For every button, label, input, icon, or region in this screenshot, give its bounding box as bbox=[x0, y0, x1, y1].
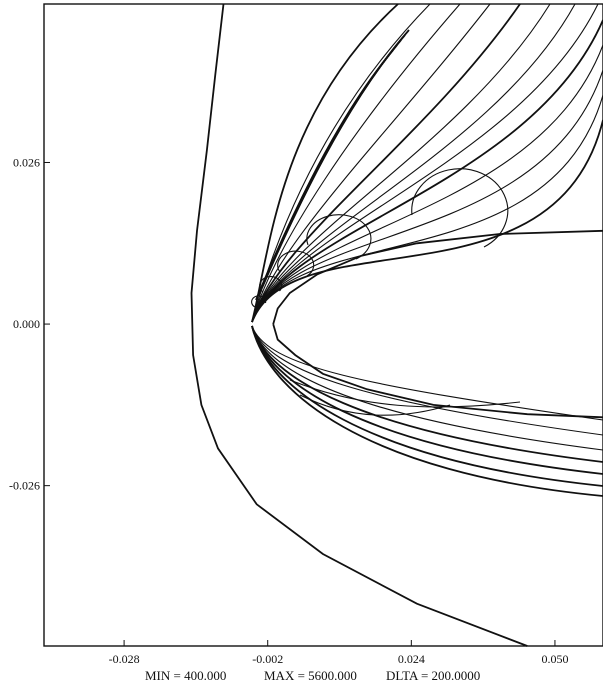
y-tick-label: 0.000 bbox=[13, 317, 40, 331]
x-tick-label: 0.050 bbox=[541, 652, 568, 666]
contour-line bbox=[259, 39, 402, 293]
contour-line bbox=[251, 94, 603, 323]
contour-line bbox=[251, 325, 603, 487]
contour-delta-label: DLTA = 200.0000 bbox=[386, 668, 480, 683]
axis-ticks: -0.028 -0.002 0.024 0.050 0.026 0.000 -0.026 bbox=[9, 155, 568, 666]
contour-line bbox=[251, 19, 603, 323]
contour-line bbox=[251, 3, 551, 323]
contour-line bbox=[261, 29, 410, 289]
x-tick-label: -0.028 bbox=[109, 652, 140, 666]
contour-line bbox=[251, 325, 603, 475]
contour-line bbox=[251, 3, 491, 323]
contour-line bbox=[299, 394, 451, 416]
x-tick-label: -0.002 bbox=[252, 652, 283, 666]
contour-line bbox=[251, 44, 603, 323]
contour-line bbox=[251, 325, 603, 463]
contour-line bbox=[251, 69, 603, 323]
contour-line bbox=[251, 325, 603, 497]
body-lower-surface bbox=[272, 323, 603, 419]
contour-line bbox=[251, 325, 603, 451]
y-tick-label: 0.026 bbox=[13, 155, 40, 169]
contour-line bbox=[306, 214, 372, 260]
plot-frame bbox=[43, 3, 603, 647]
x-tick-label: 0.024 bbox=[398, 652, 425, 666]
contour-line bbox=[251, 3, 399, 323]
body-upper-surface bbox=[272, 229, 603, 325]
contour-line bbox=[251, 119, 603, 323]
contour-line bbox=[258, 44, 398, 295]
contour-max-label: MAX = 5600.000 bbox=[264, 668, 357, 683]
contour-line bbox=[277, 250, 315, 277]
contour-line bbox=[251, 295, 267, 308]
contour-line bbox=[411, 168, 509, 248]
contour-line bbox=[259, 276, 283, 293]
contour-line bbox=[289, 379, 521, 408]
contour-lines bbox=[251, 3, 603, 497]
contour-line bbox=[251, 325, 603, 436]
shock-line bbox=[190, 3, 528, 647]
contour-line bbox=[251, 3, 461, 323]
contour-min-label: MIN = 400.000 bbox=[145, 668, 226, 683]
contour-line bbox=[251, 3, 599, 323]
y-tick-label: -0.026 bbox=[9, 479, 40, 493]
contour-line bbox=[251, 3, 521, 323]
contour-line bbox=[251, 3, 576, 323]
contour-line bbox=[251, 325, 603, 421]
